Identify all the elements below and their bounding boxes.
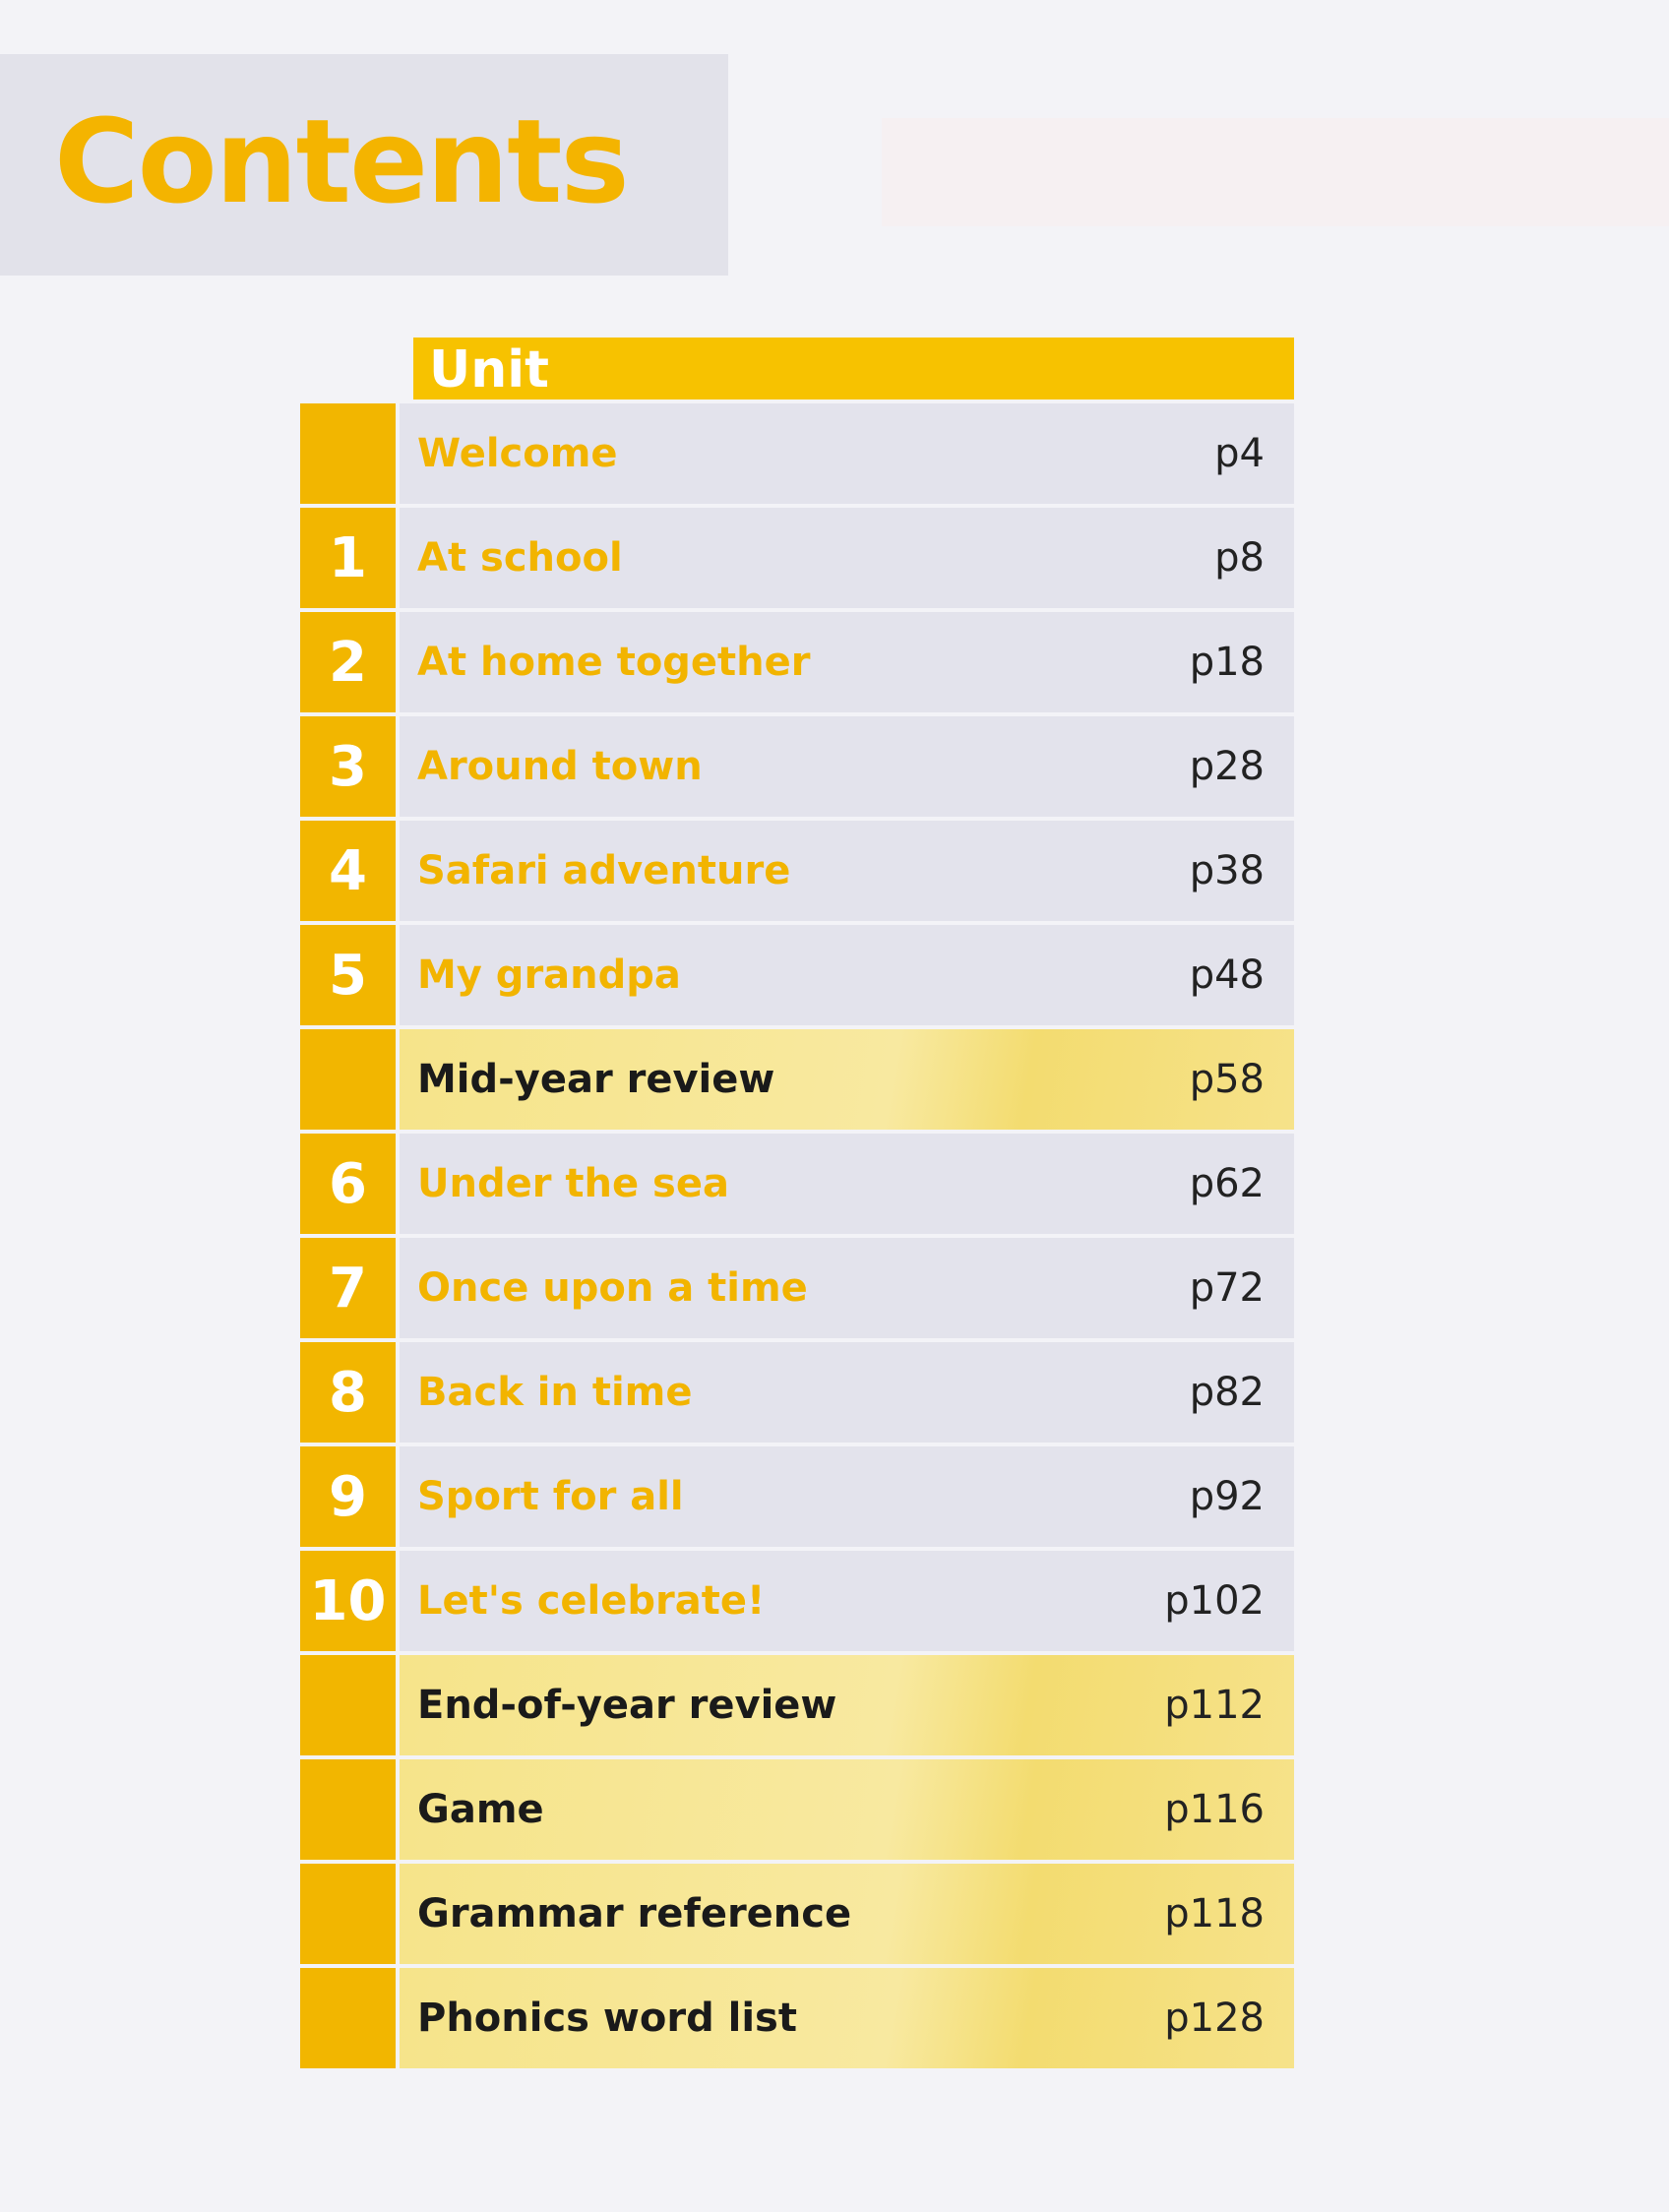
row-cell: Under the sea p62 [400,1134,1294,1234]
unit-number [300,403,396,504]
unit-number: 2 [300,612,396,712]
unit-number [300,1029,396,1130]
unit-number: 9 [300,1446,396,1547]
unit-number [300,1759,396,1860]
row-cell: At home together p18 [400,612,1294,712]
unit-title: At home together [417,640,811,685]
page-number: p92 [1189,1474,1265,1519]
unit-title: Back in time [417,1370,693,1415]
contents-row: Phonics word list p128 [300,1968,1294,2068]
row-cell: At school p8 [400,508,1294,608]
contents-row: 1 At school p8 [300,508,1294,608]
unit-title: Around town [417,744,703,789]
unit-title: End-of-year review [417,1683,837,1728]
unit-number: 8 [300,1342,396,1443]
row-cell: Safari adventure p38 [400,821,1294,921]
contents-row: 9 Sport for all p92 [300,1446,1294,1547]
contents-row: Welcome p4 [300,403,1294,504]
contents-row: 4 Safari adventure p38 [300,821,1294,921]
row-cell: Around town p28 [400,716,1294,817]
unit-title: My grandpa [417,952,681,998]
unit-title: At school [417,535,623,581]
unit-number [300,1864,396,1964]
page-number: p112 [1164,1683,1265,1728]
page-number: p62 [1189,1161,1265,1206]
unit-number: 3 [300,716,396,817]
title-band [0,54,728,276]
row-cell: Welcome p4 [400,403,1294,504]
row-cell: Let's celebrate! p102 [400,1551,1294,1651]
table-header: Unit [413,338,1294,399]
contents-row: 6 Under the sea p62 [300,1134,1294,1234]
contents-row: 7 Once upon a time p72 [300,1238,1294,1338]
row-cell: Sport for all p92 [400,1446,1294,1547]
page-number: p4 [1214,431,1265,476]
page-number: p38 [1189,848,1265,893]
page-number: p28 [1189,744,1265,789]
row-cell: Once upon a time p72 [400,1238,1294,1338]
contents-row: End-of-year review p112 [300,1655,1294,1755]
page-number: p82 [1189,1370,1265,1415]
page-number: p116 [1164,1787,1265,1832]
unit-number: 6 [300,1134,396,1234]
unit-title: Once upon a time [417,1265,808,1311]
unit-title: Safari adventure [417,848,791,893]
row-cell: Mid-year review p58 [400,1029,1294,1130]
page-title: Contents [54,93,630,229]
page-number: p102 [1164,1578,1265,1624]
unit-title: Welcome [417,431,618,476]
page-number: p128 [1164,1996,1265,2041]
unit-title: Mid-year review [417,1057,775,1102]
row-cell: Phonics word list p128 [400,1968,1294,2068]
unit-number [300,1968,396,2068]
unit-title: Phonics word list [417,1996,797,2041]
unit-title: Sport for all [417,1474,684,1519]
contents-row: Grammar reference p118 [300,1864,1294,1964]
row-cell: Back in time p82 [400,1342,1294,1443]
unit-number: 1 [300,508,396,608]
page-number: p8 [1214,535,1265,581]
unit-number: 4 [300,821,396,921]
background-bleed [882,118,1669,226]
row-cell: End-of-year review p112 [400,1655,1294,1755]
page-number: p72 [1189,1265,1265,1311]
unit-title: Under the sea [417,1161,729,1206]
contents-row: Game p116 [300,1759,1294,1860]
contents-row: Mid-year review p58 [300,1029,1294,1130]
contents-row: 5 My grandpa p48 [300,925,1294,1025]
unit-number: 7 [300,1238,396,1338]
unit-title: Game [417,1787,544,1832]
row-cell: Grammar reference p118 [400,1864,1294,1964]
row-cell: My grandpa p48 [400,925,1294,1025]
contents-row: 10 Let's celebrate! p102 [300,1551,1294,1651]
contents-row: 8 Back in time p82 [300,1342,1294,1443]
row-cell: Game p116 [400,1759,1294,1860]
page-number: p118 [1164,1891,1265,1936]
unit-number: 5 [300,925,396,1025]
unit-title: Let's celebrate! [417,1578,766,1624]
contents-row: 3 Around town p28 [300,716,1294,817]
page-number: p58 [1189,1057,1265,1102]
unit-title: Grammar reference [417,1891,852,1936]
unit-number [300,1655,396,1755]
page-number: p48 [1189,952,1265,998]
contents-row: 2 At home together p18 [300,612,1294,712]
page-number: p18 [1189,640,1265,685]
contents-table: Unit Welcome p4 1 At school p8 2 At home toget… [300,338,1294,2068]
unit-number: 10 [300,1551,396,1651]
